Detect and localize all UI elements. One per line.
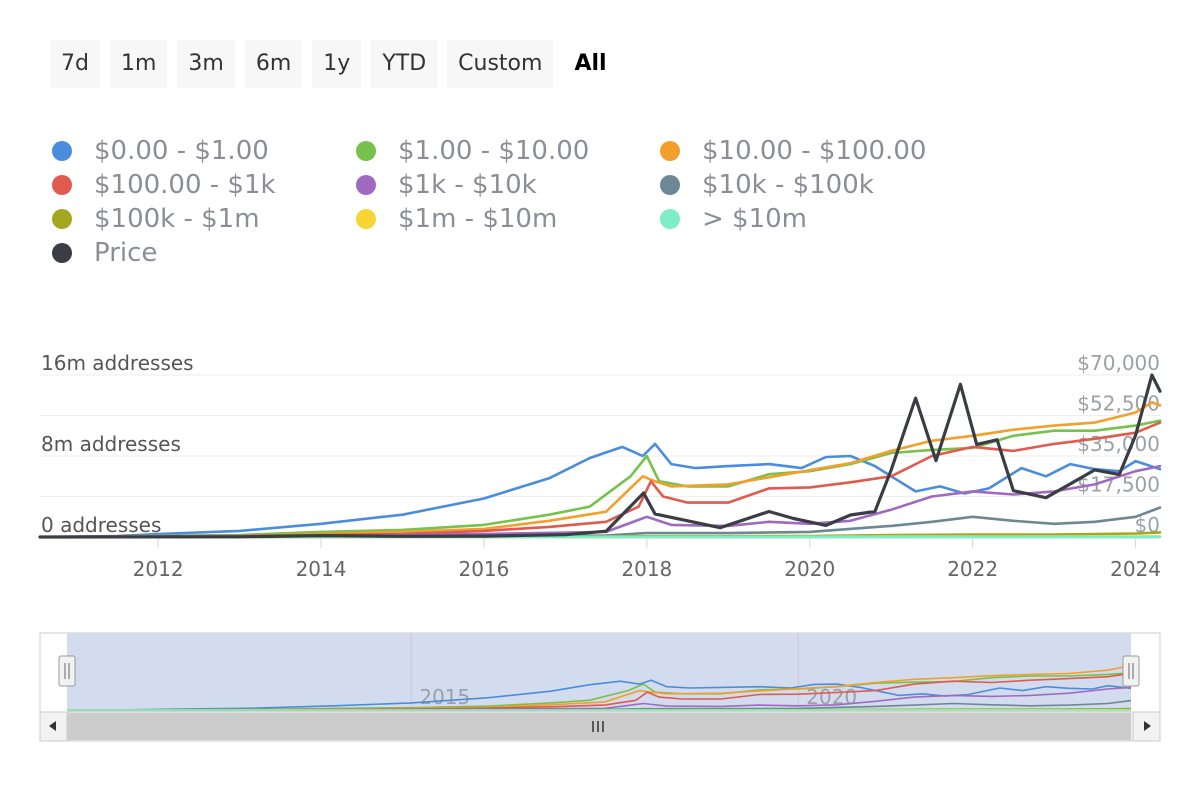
legend-item-10k-100k[interactable]: $10k - $100k: [660, 168, 874, 202]
x-tick-label: 2018: [621, 557, 672, 581]
legend-label: > $10m: [702, 204, 808, 234]
y-left-tick-label: 8m addresses: [41, 432, 181, 456]
series-line-1-10: [38, 419, 1162, 539]
legend-item-price[interactable]: Price: [52, 236, 157, 270]
scroll-left-button[interactable]: [39, 711, 68, 742]
legend-marker: [52, 175, 72, 195]
range-button-3m[interactable]: 3m: [177, 40, 235, 88]
legend-label: $10.00 - $100.00: [702, 136, 927, 166]
arrow-left-icon: [49, 721, 56, 731]
legend-marker: [356, 209, 376, 229]
legend-marker: [52, 209, 72, 229]
y-left-tick-label: 0 addresses: [41, 513, 161, 537]
legend-label: Price: [94, 238, 158, 268]
legend-item-100k-1m[interactable]: $100k - $1m: [52, 202, 260, 236]
x-tick-label: 2022: [947, 557, 998, 581]
x-tick-label: 2012: [133, 557, 184, 581]
legend-label: $100.00 - $1k: [94, 170, 276, 200]
x-tick-label: 2024: [1110, 557, 1161, 581]
legend-label: $1m - $10m: [398, 204, 558, 234]
range-button-custom[interactable]: Custom: [447, 40, 554, 88]
series-line-price: [38, 373, 1162, 539]
x-tick-label: 2020: [784, 557, 835, 581]
range-selector: 7d 1m 3m 6m 1y YTD Custom All: [50, 40, 618, 88]
series-line-10-100: [38, 401, 1162, 539]
range-button-7d[interactable]: 7d: [50, 40, 100, 88]
legend-item-1-10[interactable]: $1.00 - $10.00: [356, 134, 589, 168]
legend-label: $1.00 - $10.00: [398, 136, 590, 166]
series-line-100-1k: [38, 421, 1162, 539]
range-button-1m[interactable]: 1m: [109, 40, 168, 88]
range-button-all[interactable]: All: [563, 40, 617, 88]
series-line-10k-100k: [38, 506, 1162, 539]
legend-label: $0.00 - $1.00: [94, 136, 269, 166]
legend-item-gt10m[interactable]: > $10m: [660, 202, 807, 236]
navigator[interactable]: 2015 2020: [0, 620, 1200, 750]
navigator-x-tick-label: 2015: [419, 685, 470, 709]
legend-item-1m-10m[interactable]: $1m - $10m: [356, 202, 557, 236]
x-tick-label: 2016: [458, 557, 509, 581]
legend-marker: [660, 141, 680, 161]
navigator-selection[interactable]: [67, 633, 1131, 712]
navigator-handle-right[interactable]: [1122, 655, 1140, 687]
x-tick-label: 2014: [296, 557, 347, 581]
legend-label: $1k - $10k: [398, 170, 537, 200]
scroll-right-button[interactable]: [1132, 711, 1161, 742]
legend-item-1k-10k[interactable]: $1k - $10k: [356, 168, 537, 202]
legend-label: $100k - $1m: [94, 204, 260, 234]
legend-item-10-100[interactable]: $10.00 - $100.00: [660, 134, 926, 168]
range-button-1y[interactable]: 1y: [312, 40, 362, 88]
legend-label: $10k - $100k: [702, 170, 874, 200]
legend-marker: [660, 175, 680, 195]
navigator-series-1k-10k: [66, 686, 1132, 711]
legend-marker: [356, 141, 376, 161]
legend-marker: [660, 209, 680, 229]
scrollbar-thumb[interactable]: [67, 713, 1131, 740]
legend-marker: [52, 243, 72, 263]
navigator-handle-left[interactable]: [58, 655, 76, 687]
arrow-right-icon: [1144, 721, 1151, 731]
navigator-series-0-1: [66, 679, 1132, 711]
legend-marker: [356, 175, 376, 195]
legend-item-0-1[interactable]: $0.00 - $1.00: [52, 134, 269, 168]
range-button-6m[interactable]: 6m: [244, 40, 303, 88]
series-line-0-1: [38, 442, 1162, 539]
legend-marker: [52, 141, 72, 161]
range-button-ytd[interactable]: YTD: [371, 40, 438, 88]
y-left-tick-label: 16m addresses: [41, 351, 194, 375]
legend-item-100-1k[interactable]: $100.00 - $1k: [52, 168, 276, 202]
series-line-1k-10k: [38, 464, 1162, 539]
y-right-tick-label: $70,000: [1077, 351, 1160, 375]
